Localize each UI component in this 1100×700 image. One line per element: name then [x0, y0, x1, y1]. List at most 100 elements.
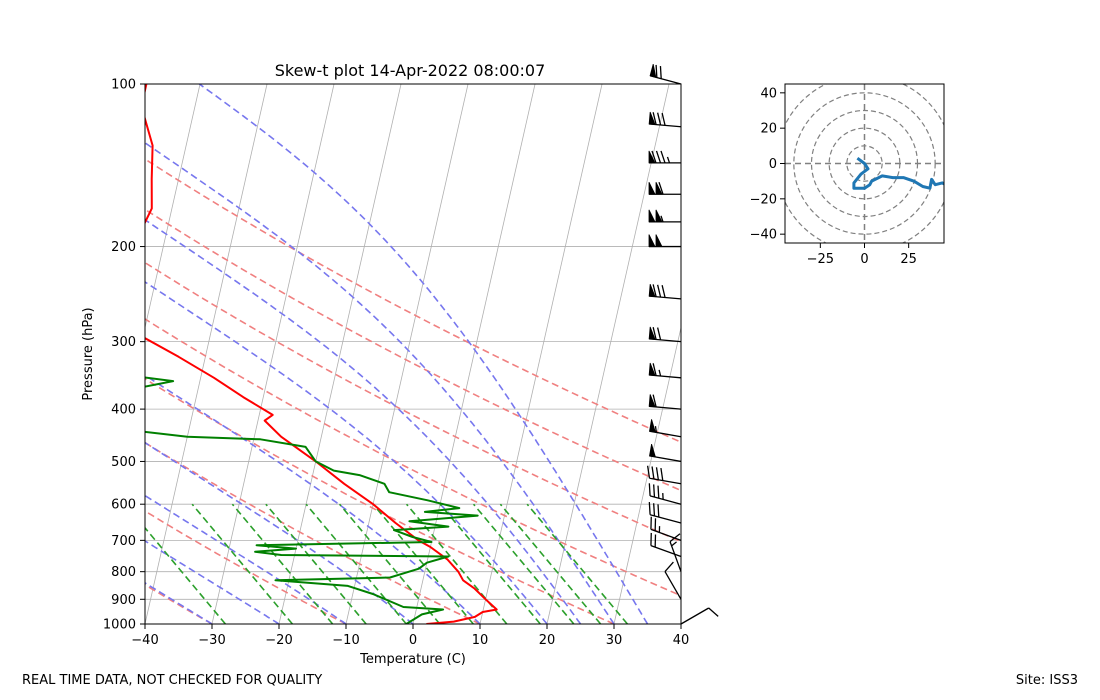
wind-barb: [648, 326, 682, 343]
barb-full: [653, 503, 656, 516]
y-tick-label: 500: [111, 455, 136, 470]
wind-barb: [648, 283, 682, 300]
barb-half: [660, 215, 664, 223]
mixing-ratio-line: [372, 503, 474, 624]
mixing-ratio-line: [191, 503, 294, 624]
barb-flag: [648, 209, 656, 223]
barb-full: [655, 467, 659, 480]
barb-shaft: [649, 477, 682, 485]
dry-adiabat: [145, 208, 681, 492]
barb-flag: [648, 234, 656, 247]
isotherm-line: [278, 84, 402, 624]
hodograph-axes: −25 0 25 −40 −20 0 20 40: [750, 86, 917, 267]
barb-shaft: [680, 607, 710, 625]
barb-full: [657, 112, 662, 126]
isotherm-line: [0, 84, 66, 624]
wind-barb: [648, 483, 682, 505]
x-axis-label: Temperature (C): [359, 652, 466, 667]
barb-full: [651, 150, 657, 164]
barb-full: [664, 561, 674, 573]
barb-full: [646, 465, 651, 479]
wind-barb: [649, 419, 682, 438]
hodograph-trace: [852, 156, 944, 190]
barb-full: [648, 502, 651, 515]
hodograph-plot: −25 0 25 −40 −20 0 20 40: [750, 83, 945, 267]
dry-adiabats: [145, 158, 681, 624]
mixing-ratio-line: [265, 503, 367, 624]
mixing-ratio-line: [305, 503, 407, 624]
hodograph-y-tick-label: 40: [760, 86, 777, 101]
hodograph-y-tick-label: −40: [750, 228, 777, 243]
isotherm-line: [546, 84, 670, 624]
barb-flag: [655, 234, 663, 247]
x-tick-label: −20: [265, 633, 292, 648]
isotherm-line: [211, 84, 335, 624]
barb-full: [648, 483, 651, 496]
y-tick-label: 200: [111, 240, 136, 255]
barb-full: [661, 285, 666, 298]
barb-shaft: [649, 514, 682, 524]
isotherm-line: [412, 84, 536, 624]
barb-flag: [648, 326, 656, 340]
hodograph-line: [852, 156, 944, 190]
moist-adiabat: [145, 494, 347, 624]
barb-flag: [648, 362, 656, 376]
moist-adiabat: [145, 441, 414, 624]
barb-full: [661, 112, 666, 126]
wind-barb: [648, 150, 681, 164]
barb-half: [666, 156, 671, 164]
moist-adiabat: [198, 84, 649, 624]
x-axis: −40 −30 −20 −10 0 10 20 30 40: [131, 624, 689, 648]
dry-adiabat: [145, 158, 681, 444]
skewt-grid: [0, 84, 681, 624]
x-tick-label: 30: [606, 633, 623, 648]
isotherm-line: [479, 84, 603, 624]
barb-full: [660, 150, 666, 164]
mixing-ratio-line: [231, 503, 334, 624]
skewt-plot: Skew-t plot 14-Apr-2022 08:00:07 −40 −30−…: [0, 61, 719, 667]
hodograph-rings: [785, 84, 944, 243]
moist-adiabat: [145, 540, 280, 624]
barb-full: [659, 66, 662, 79]
site-label: Site: ISS3: [1015, 673, 1078, 688]
x-tick-label: −10: [332, 633, 359, 648]
y-tick-label: 900: [111, 593, 136, 608]
dry-adiabat: [145, 583, 213, 624]
barb-full: [652, 394, 657, 408]
y-tick-label: 800: [111, 565, 136, 580]
moist-adiabat: [145, 218, 582, 624]
y-axis-label: Pressure (hPa): [81, 307, 96, 400]
moist-adiabat: [145, 141, 615, 624]
x-tick-label: 0: [409, 633, 417, 648]
barb-shaft: [669, 541, 682, 572]
barb-full: [651, 466, 655, 480]
barb-half: [658, 369, 662, 377]
barb-full: [652, 284, 657, 297]
isotherm-line: [145, 84, 268, 624]
wind-barbs: [646, 64, 719, 625]
y-tick-label: 1000: [103, 618, 136, 633]
hodograph-y-tick-label: 20: [760, 122, 777, 137]
barb-full: [657, 504, 660, 518]
hodograph-y-tick-label: 0: [769, 157, 777, 172]
moist-adiabat: [145, 374, 481, 624]
barb-half: [654, 426, 658, 433]
barb-full: [657, 485, 660, 499]
wind-barb: [650, 516, 682, 541]
barb-flag: [648, 394, 656, 408]
mixing-ratio-line: [526, 503, 629, 624]
barb-half: [671, 541, 677, 547]
barb-shaft: [664, 571, 682, 600]
barb-full: [653, 484, 656, 498]
wind-barb: [650, 532, 682, 558]
barb-flag: [648, 111, 656, 125]
wind-barb: [649, 64, 682, 85]
x-tick-label: 20: [539, 633, 556, 648]
y-tick-label: 100: [111, 78, 136, 93]
barb-full: [658, 182, 664, 195]
moist-adiabats: [145, 84, 649, 624]
wind-barb: [648, 209, 681, 223]
barb-full: [652, 327, 657, 340]
mixing-ratio-lines: [145, 503, 629, 624]
